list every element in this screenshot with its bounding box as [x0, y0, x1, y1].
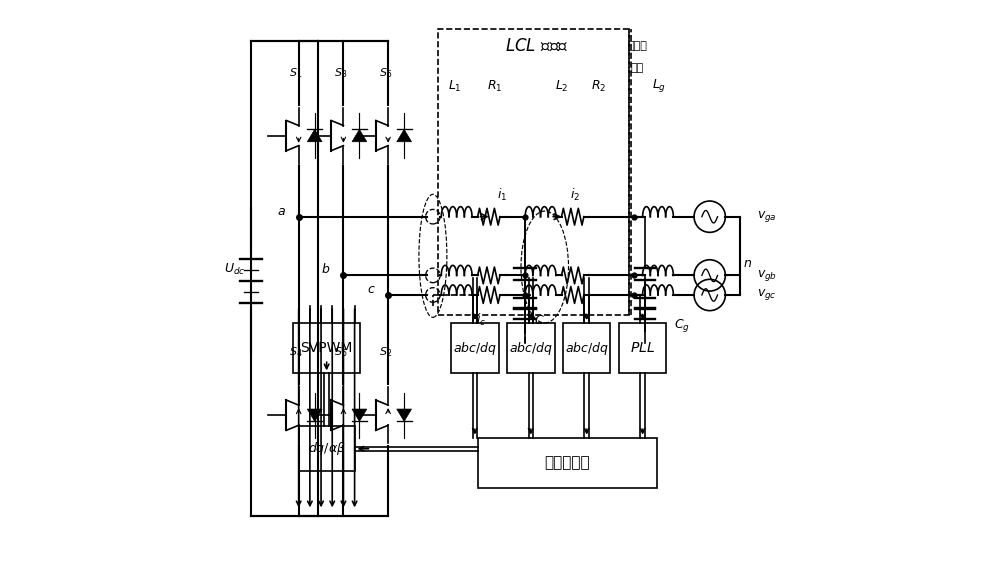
Text: $abc/dq$: $abc/dq$ — [565, 339, 609, 357]
Text: SVPWM: SVPWM — [300, 341, 353, 355]
Text: $L_2$: $L_2$ — [555, 79, 568, 94]
Text: $L_g$: $L_g$ — [652, 76, 666, 94]
Text: $R_1$: $R_1$ — [487, 79, 502, 94]
Text: $S_3$: $S_3$ — [334, 66, 347, 80]
Text: 合点: 合点 — [630, 64, 644, 74]
Text: $S_2$: $S_2$ — [379, 346, 392, 359]
Text: $C$: $C$ — [534, 314, 544, 327]
Text: 公共耦: 公共耦 — [627, 41, 647, 51]
Text: a: a — [277, 205, 285, 217]
Text: $i_1$: $i_1$ — [497, 187, 507, 203]
Text: $n$: $n$ — [743, 257, 752, 270]
Text: $v_{ga}$: $v_{ga}$ — [757, 209, 777, 224]
Polygon shape — [307, 409, 322, 422]
Text: $R_2$: $R_2$ — [591, 79, 607, 94]
Polygon shape — [397, 129, 412, 142]
Polygon shape — [352, 409, 367, 422]
Polygon shape — [307, 129, 322, 142]
Text: $C_g$: $C_g$ — [674, 318, 690, 334]
Polygon shape — [397, 409, 412, 422]
Text: b: b — [322, 264, 329, 277]
Text: $U_{dc}$: $U_{dc}$ — [224, 262, 246, 278]
Text: $S_6$: $S_6$ — [334, 346, 347, 359]
Text: $v_{gb}$: $v_{gb}$ — [757, 268, 777, 283]
Text: 无源控制器: 无源控制器 — [544, 455, 590, 470]
Text: $PLL$: $PLL$ — [630, 341, 655, 355]
Text: $S_4$: $S_4$ — [289, 346, 303, 359]
Text: $v_{gc}$: $v_{gc}$ — [757, 288, 777, 302]
Polygon shape — [352, 129, 367, 142]
Text: $i_c$: $i_c$ — [476, 312, 486, 328]
Text: c: c — [367, 283, 374, 296]
Text: $S_5$: $S_5$ — [379, 66, 392, 80]
Text: $abc/dq$: $abc/dq$ — [509, 339, 553, 357]
Text: $LCL$ 滤波器: $LCL$ 滤波器 — [505, 38, 568, 55]
Text: $i_2$: $i_2$ — [570, 187, 580, 203]
Text: $dq/\alpha\beta$: $dq/\alpha\beta$ — [308, 440, 346, 457]
Text: $L_1$: $L_1$ — [448, 79, 462, 94]
Text: $abc/dq$: $abc/dq$ — [453, 339, 497, 357]
Text: $S_1$: $S_1$ — [289, 66, 303, 80]
